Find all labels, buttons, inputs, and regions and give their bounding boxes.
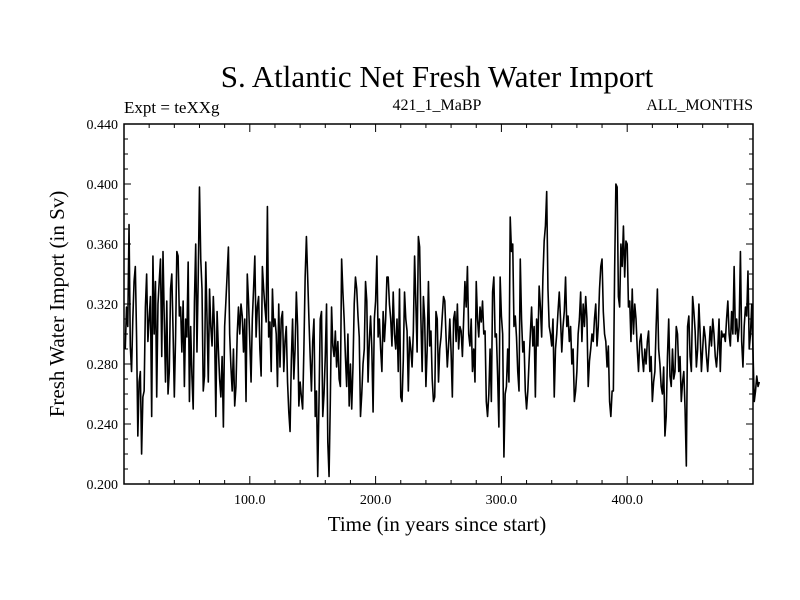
y-tick-label: 0.440 [87,118,119,133]
chart-title: S. Atlantic Net Fresh Water Import [221,59,654,94]
y-tick-label: 0.280 [87,358,119,373]
y-tick-label: 0.200 [87,478,119,493]
series-line [124,183,761,478]
y-tick-label: 0.320 [87,298,119,313]
x-axis-label: Time (in years since start) [328,512,547,536]
x-axis: 100.0 200.0 300.0 400.0 [148,124,729,508]
experiment-label: Expt = teXXg [124,98,220,117]
run-id-label: 421_1_MaBP [393,97,482,114]
x-tick-label: 400.0 [611,493,643,508]
months-label: ALL_MONTHS [646,97,753,114]
x-tick-label: 300.0 [486,493,518,508]
x-tick-label: 100.0 [234,493,266,508]
y-tick-label: 0.400 [87,178,119,193]
x-tick-label: 200.0 [360,493,392,508]
y-tick-label: 0.360 [87,238,119,253]
plot-frame [123,123,754,485]
y-axis-label: Fresh Water Import (in Sv) [45,191,69,418]
y-tick-label: 0.240 [87,418,119,433]
y-axis: 0.200 0.240 0.280 0.320 0.360 0.400 0.440 [87,118,753,493]
